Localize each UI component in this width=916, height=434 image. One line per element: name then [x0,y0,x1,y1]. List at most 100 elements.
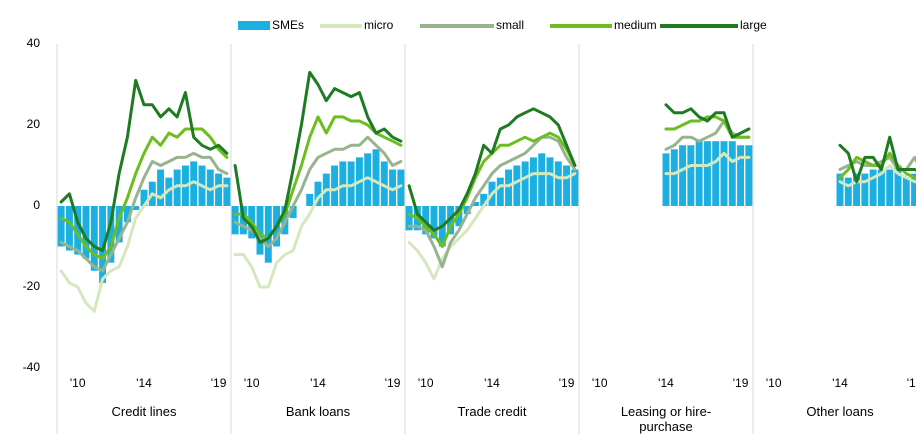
bar [886,169,894,206]
bar [670,149,678,206]
bar [737,145,745,206]
x-tick-label: '10 [70,376,86,390]
bar [132,206,140,211]
bar [687,145,695,206]
bar [123,206,131,223]
x-tick-label: '14 [484,376,500,390]
bar [505,169,513,206]
bar [571,169,579,206]
y-tick-label: 40 [27,36,41,50]
bar [728,141,736,206]
bar [397,169,405,206]
y-tick-label: -40 [23,360,41,374]
bar [74,206,82,255]
bar [99,206,107,283]
bar [405,206,413,231]
bar [173,169,181,206]
bar [82,206,90,259]
x-tick-label: '14 [310,376,326,390]
line-series [59,127,229,261]
legend-label: large [740,18,767,32]
bar [869,169,877,206]
bar [703,141,711,206]
line-series [59,78,229,253]
bar [289,206,297,219]
line-series [233,176,403,289]
bar [140,189,148,206]
bar [513,165,521,206]
x-tick-label: '19 [733,376,749,390]
bar [115,206,123,243]
bar [861,173,869,206]
bar [554,161,562,206]
legend-label: micro [364,18,394,32]
bar [745,145,753,206]
bar [331,165,339,206]
bar [223,177,231,206]
panel-title: Leasing or hire-purchase [620,404,712,434]
x-tick-label: '10 [418,376,434,390]
line-series [664,151,751,176]
bar [521,161,529,206]
bar [679,145,687,206]
line-series [407,107,577,232]
bar [90,206,98,271]
line-series [59,180,229,313]
legend-label: SMEs [272,18,304,32]
bar [911,173,916,206]
bar [65,206,73,251]
bar [471,201,479,206]
bar [215,173,223,206]
bar [206,169,214,206]
line-series [838,164,916,188]
panel-title: Other loans [806,404,874,419]
bar [496,177,504,206]
bar [480,193,488,206]
y-tick-label: 20 [27,117,41,131]
x-tick-label: '10 [766,376,782,390]
bar [389,169,397,206]
legend-swatch [238,21,270,30]
legend-label: small [496,18,524,32]
bar [380,161,388,206]
bar [894,165,902,206]
line-series [664,103,751,139]
bar [57,206,65,247]
bar [853,173,861,206]
x-tick-label: '19 [907,376,916,390]
bar [347,161,355,206]
bar [662,153,670,206]
bar [107,206,115,263]
x-tick-label: '10 [592,376,608,390]
line-series [233,70,403,244]
panel-title: Trade credit [457,404,527,419]
x-tick-label: '14 [136,376,152,390]
bar [463,206,471,215]
y-tick-label: -20 [23,279,41,293]
x-tick-label: '19 [211,376,227,390]
bar [712,141,720,206]
bar [877,169,885,206]
panel-title: Credit lines [111,404,177,419]
bar [538,153,546,206]
bar [157,169,165,206]
bar [231,206,239,235]
bar [264,206,272,263]
bar [314,181,322,206]
x-tick-label: '14 [832,376,848,390]
bar [720,141,728,206]
line-series [407,135,577,269]
bar [546,157,554,206]
line-series [838,135,916,184]
y-tick-label: 0 [33,198,40,212]
legend-label: medium [614,18,657,32]
bar [364,153,372,206]
bar [306,193,314,206]
bar [902,177,910,206]
bar [529,157,537,206]
bar [339,161,347,206]
x-tick-label: '10 [244,376,260,390]
x-tick-label: '19 [385,376,401,390]
